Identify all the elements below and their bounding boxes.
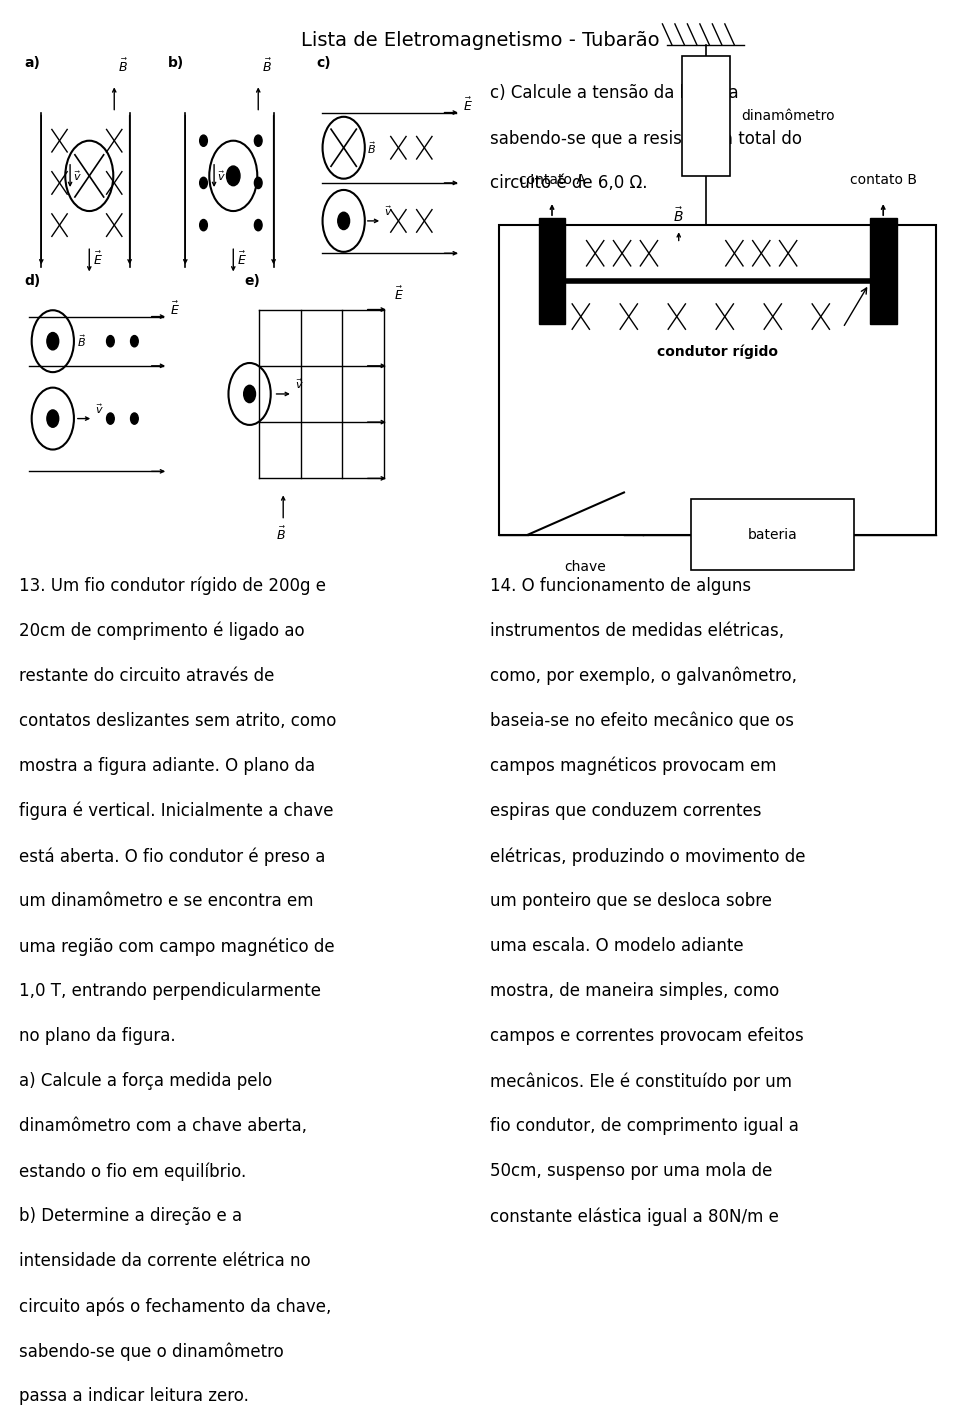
Text: $\vec{E}$: $\vec{E}$ <box>463 97 472 114</box>
Bar <box>870 218 897 324</box>
Text: $\vec{E}$: $\vec{E}$ <box>170 301 180 318</box>
Bar <box>682 56 730 176</box>
Text: como, por exemplo, o galvanômetro,: como, por exemplo, o galvanômetro, <box>490 667 797 685</box>
Text: $\vec{E}$: $\vec{E}$ <box>394 286 403 303</box>
Bar <box>691 499 854 570</box>
Bar <box>499 225 936 535</box>
Text: d): d) <box>24 274 40 288</box>
Text: chave: chave <box>564 560 607 574</box>
Text: 1,0 T, entrando perpendicularmente: 1,0 T, entrando perpendicularmente <box>19 982 322 1000</box>
Circle shape <box>47 409 59 428</box>
Text: c) Calcule a tensão da bateria: c) Calcule a tensão da bateria <box>490 84 738 103</box>
Text: e): e) <box>245 274 261 288</box>
Circle shape <box>107 414 114 425</box>
Text: mostra, de maneira simples, como: mostra, de maneira simples, como <box>490 982 779 1000</box>
Text: $\vec{E}$: $\vec{E}$ <box>93 250 103 267</box>
Text: uma escala. O modelo adiante: uma escala. O modelo adiante <box>490 937 743 955</box>
Text: $\vec{B}$: $\vec{B}$ <box>673 207 684 225</box>
Text: instrumentos de medidas elétricas,: instrumentos de medidas elétricas, <box>490 622 783 640</box>
Text: b): b) <box>168 56 184 70</box>
Circle shape <box>254 219 262 231</box>
Text: baseia-se no efeito mecânico que os: baseia-se no efeito mecânico que os <box>490 712 794 730</box>
Text: Lista de Eletromagnetismo - Tubarão: Lista de Eletromagnetismo - Tubarão <box>300 31 660 51</box>
Text: a) Calcule a força medida pelo: a) Calcule a força medida pelo <box>19 1072 273 1090</box>
Text: condutor rígido: condutor rígido <box>657 345 779 359</box>
Text: 50cm, suspenso por uma mola de: 50cm, suspenso por uma mola de <box>490 1162 772 1180</box>
Text: sabendo-se que a resistência total do: sabendo-se que a resistência total do <box>490 129 802 148</box>
Text: dinamômetro: dinamômetro <box>741 110 835 122</box>
Circle shape <box>107 336 114 346</box>
Text: está aberta. O fio condutor é preso a: está aberta. O fio condutor é preso a <box>19 847 325 865</box>
Text: bateria: bateria <box>748 528 798 542</box>
Circle shape <box>338 212 349 229</box>
Bar <box>539 218 565 324</box>
Text: c): c) <box>317 56 331 70</box>
Text: campos magnéticos provocam em: campos magnéticos provocam em <box>490 757 776 775</box>
Text: b) Determine a direção e a: b) Determine a direção e a <box>19 1207 242 1225</box>
Circle shape <box>254 177 262 189</box>
Text: $\vec{B}$: $\vec{B}$ <box>262 58 272 75</box>
Text: $\vec{B}$: $\vec{B}$ <box>118 58 128 75</box>
Text: mostra a figura adiante. O plano da: mostra a figura adiante. O plano da <box>19 757 315 775</box>
Text: estando o fio em equilíbrio.: estando o fio em equilíbrio. <box>19 1162 247 1180</box>
Text: 14. O funcionamento de alguns: 14. O funcionamento de alguns <box>490 577 751 595</box>
Text: um dinamômetro e se encontra em: um dinamômetro e se encontra em <box>19 892 314 910</box>
Text: $\vec{B}$: $\vec{B}$ <box>367 139 375 156</box>
Text: contatos deslizantes sem atrito, como: contatos deslizantes sem atrito, como <box>19 712 337 730</box>
Circle shape <box>200 219 207 231</box>
Text: espiras que conduzem correntes: espiras que conduzem correntes <box>490 802 761 820</box>
Circle shape <box>131 414 138 425</box>
Text: −: − <box>47 412 59 425</box>
Circle shape <box>47 332 59 350</box>
Text: mecânicos. Ele é constituído por um: mecânicos. Ele é constituído por um <box>490 1072 792 1090</box>
Circle shape <box>244 386 255 402</box>
Text: campos e correntes provocam efeitos: campos e correntes provocam efeitos <box>490 1027 804 1045</box>
Text: no plano da figura.: no plano da figura. <box>19 1027 176 1045</box>
Text: fio condutor, de comprimento igual a: fio condutor, de comprimento igual a <box>490 1117 799 1135</box>
Text: sabendo-se que o dinamômetro: sabendo-se que o dinamômetro <box>19 1342 284 1361</box>
Text: uma região com campo magnético de: uma região com campo magnético de <box>19 937 335 955</box>
Text: passa a indicar leitura zero.: passa a indicar leitura zero. <box>19 1387 249 1406</box>
Circle shape <box>131 336 138 346</box>
Text: contato A: contato A <box>518 173 586 187</box>
Text: contato B: contato B <box>850 173 917 187</box>
Text: figura é vertical. Inicialmente a chave: figura é vertical. Inicialmente a chave <box>19 802 334 820</box>
Text: circuito é de 6,0 Ω.: circuito é de 6,0 Ω. <box>490 174 647 193</box>
Text: um ponteiro que se desloca sobre: um ponteiro que se desloca sobre <box>490 892 772 910</box>
Text: $\vec{v}$: $\vec{v}$ <box>217 169 226 183</box>
Text: 20cm de comprimento é ligado ao: 20cm de comprimento é ligado ao <box>19 622 305 640</box>
Text: $\vec{B}$: $\vec{B}$ <box>77 333 85 349</box>
Circle shape <box>254 135 262 146</box>
Text: −: − <box>338 214 349 228</box>
Text: dinamômetro com a chave aberta,: dinamômetro com a chave aberta, <box>19 1117 307 1135</box>
Circle shape <box>200 135 207 146</box>
Text: $\vec{v}$: $\vec{v}$ <box>95 402 104 415</box>
Text: $\vec{E}$: $\vec{E}$ <box>237 250 247 267</box>
Text: circuito após o fechamento da chave,: circuito após o fechamento da chave, <box>19 1297 331 1316</box>
Circle shape <box>227 166 240 186</box>
Text: restante do circuito através de: restante do circuito através de <box>19 667 275 685</box>
Text: 13. Um fio condutor rígido de 200g e: 13. Um fio condutor rígido de 200g e <box>19 577 326 595</box>
Text: intensidade da corrente elétrica no: intensidade da corrente elétrica no <box>19 1252 311 1271</box>
Text: constante elástica igual a 80N/m e: constante elástica igual a 80N/m e <box>490 1207 779 1225</box>
Text: $\vec{v}$: $\vec{v}$ <box>295 377 303 391</box>
Text: −: − <box>244 387 255 401</box>
Text: $\vec{v}$: $\vec{v}$ <box>384 204 393 218</box>
Text: a): a) <box>24 56 40 70</box>
Text: elétricas, produzindo o movimento de: elétricas, produzindo o movimento de <box>490 847 805 865</box>
Text: $\vec{B}$: $\vec{B}$ <box>276 526 286 543</box>
Circle shape <box>200 177 207 189</box>
Text: $\vec{v}$: $\vec{v}$ <box>73 169 82 183</box>
